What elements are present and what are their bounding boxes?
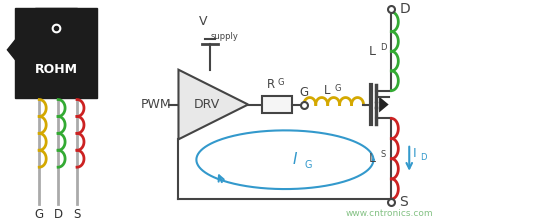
Text: L: L <box>368 45 375 58</box>
Text: S: S <box>380 150 386 159</box>
Text: I: I <box>413 147 417 160</box>
Bar <box>16 8 97 97</box>
Polygon shape <box>8 40 16 60</box>
Text: D: D <box>400 2 410 16</box>
Text: S: S <box>74 209 81 221</box>
Text: D: D <box>54 209 63 221</box>
Text: G: G <box>278 78 285 87</box>
Text: PWM: PWM <box>140 98 171 111</box>
Text: V: V <box>199 15 208 28</box>
Text: G: G <box>299 86 308 99</box>
Text: L: L <box>324 84 331 97</box>
Text: www.cntronics.com: www.cntronics.com <box>345 209 433 219</box>
Text: G: G <box>335 84 341 93</box>
Text: S: S <box>400 195 408 209</box>
Text: D: D <box>380 43 387 52</box>
Polygon shape <box>379 97 389 112</box>
Text: D: D <box>420 153 427 162</box>
Polygon shape <box>178 70 248 139</box>
Text: supply: supply <box>211 32 238 41</box>
Text: G: G <box>305 160 313 170</box>
Text: DRV: DRV <box>194 98 220 111</box>
Bar <box>35 8 77 16</box>
Text: R: R <box>267 78 275 91</box>
Text: G: G <box>35 209 44 221</box>
Text: I: I <box>293 152 297 167</box>
Text: L: L <box>368 152 375 165</box>
Bar <box>262 96 292 114</box>
Text: ROHM: ROHM <box>34 63 78 76</box>
